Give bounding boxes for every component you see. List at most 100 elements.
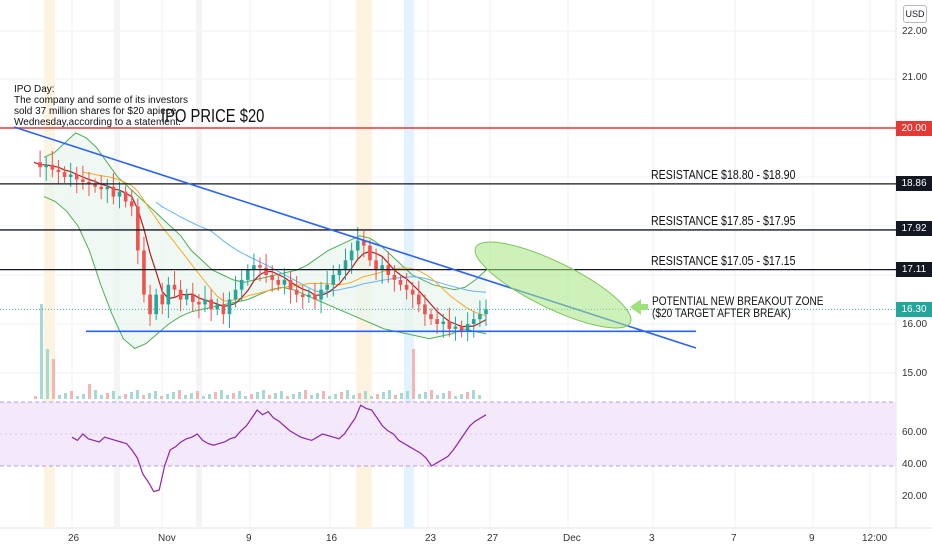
candle-body xyxy=(435,319,439,324)
resistance-price-tag-2: 17.92 xyxy=(896,221,932,236)
candle-body xyxy=(392,275,397,280)
candle-body xyxy=(423,304,427,315)
candle-body xyxy=(172,284,177,290)
time-tick: 9 xyxy=(809,533,815,544)
candle-body xyxy=(81,179,85,182)
candle-body xyxy=(362,240,366,246)
candle-body xyxy=(478,314,482,320)
volume-bar xyxy=(46,349,49,399)
candle-body xyxy=(117,191,122,197)
volume-bar xyxy=(388,390,391,399)
volume-bar xyxy=(382,392,385,399)
candle-body xyxy=(374,260,378,271)
volume-bar xyxy=(154,391,157,399)
breakout-arrow-icon xyxy=(630,299,648,315)
candle-body xyxy=(325,284,329,290)
candle-body xyxy=(331,275,336,285)
candle-body xyxy=(62,172,67,177)
volume-bar xyxy=(202,396,205,399)
candle-body xyxy=(484,309,488,315)
candle-body xyxy=(56,169,61,173)
volume-bar xyxy=(352,395,355,399)
candle-body xyxy=(68,174,73,177)
volume-bar xyxy=(94,390,97,399)
candle-body xyxy=(441,321,446,324)
bollinger-lower-line xyxy=(43,196,487,350)
time-tick: 27 xyxy=(487,533,499,544)
volume-bar xyxy=(250,394,253,399)
volume-bar xyxy=(472,390,475,399)
volume-bar xyxy=(334,394,337,399)
volume-bar xyxy=(412,349,415,399)
time-tick: 7 xyxy=(731,533,737,544)
volume-bar xyxy=(100,395,103,399)
volume-bar xyxy=(328,396,331,399)
price-tick: 16.00 xyxy=(902,319,928,330)
candle-body xyxy=(197,301,201,305)
volume-bars xyxy=(34,304,481,399)
volume-bar xyxy=(148,393,151,399)
volume-bar xyxy=(76,396,79,399)
candle-body xyxy=(93,184,97,187)
candle-body xyxy=(459,326,464,332)
candle-body xyxy=(453,326,458,329)
volume-bar xyxy=(376,394,379,399)
candle-body xyxy=(264,267,268,275)
volume-bar xyxy=(442,393,445,399)
volume-bar xyxy=(364,391,367,399)
volume-bar xyxy=(208,394,211,399)
candle-body xyxy=(38,162,42,168)
volume-bar xyxy=(424,392,427,399)
time-tick: Dec xyxy=(563,533,581,544)
candle-body xyxy=(471,319,476,324)
candle-body xyxy=(282,279,287,285)
candle-body xyxy=(87,181,91,185)
candle-body xyxy=(142,250,146,295)
volume-bar xyxy=(106,393,109,399)
volume-bar xyxy=(448,391,451,399)
candle-body xyxy=(44,164,49,168)
volume-bar xyxy=(454,396,457,399)
ipo-price-label: IPO PRICE $20 xyxy=(161,106,265,126)
candle-body xyxy=(398,279,403,285)
breakout-line-2: ($20 TARGET AFTER BREAK) xyxy=(652,308,791,320)
volume-bar xyxy=(292,394,295,399)
candle-body xyxy=(349,250,354,261)
volume-bar xyxy=(310,395,313,399)
candle-body xyxy=(184,294,189,300)
candle-body xyxy=(313,294,317,300)
volume-bar xyxy=(238,391,241,399)
candle-body xyxy=(319,289,323,300)
resistance-label-2: RESISTANCE $17.85 - $17.95 xyxy=(651,214,796,228)
time-tick: 16 xyxy=(326,533,338,544)
breakout-zone-label: POTENTIAL NEW BREAKOUT ZONE ($20 TARGET … xyxy=(652,296,824,320)
candle-body xyxy=(245,270,250,280)
volume-bar xyxy=(118,396,121,399)
rsi-tick: 60.00 xyxy=(902,427,928,438)
time-tick: 12:00 xyxy=(862,533,888,544)
candle-body xyxy=(160,294,165,305)
candle-body xyxy=(307,294,311,298)
candle-body xyxy=(258,265,262,268)
currency-selector[interactable]: USD xyxy=(903,5,927,23)
candle-body xyxy=(191,294,195,302)
candlesticks xyxy=(38,150,488,342)
candle-body xyxy=(215,304,220,310)
volume-bar xyxy=(142,395,145,399)
candle-body xyxy=(300,294,305,298)
volume-bar xyxy=(124,394,127,399)
rsi-line xyxy=(71,404,487,493)
ipo-note-line: sold 37 million shares for $20 apiece xyxy=(14,106,177,117)
volume-bar xyxy=(160,396,163,399)
candle-body xyxy=(337,270,342,275)
candle-body xyxy=(166,284,171,305)
volume-bar xyxy=(358,393,361,399)
candle-body xyxy=(270,275,275,280)
resistance-label-3: RESISTANCE $17.05 - $17.15 xyxy=(651,254,796,268)
candle-body xyxy=(429,314,433,320)
candle-body xyxy=(410,289,415,295)
candle-body xyxy=(380,265,384,271)
volume-bar xyxy=(136,390,139,399)
candle-body xyxy=(148,294,152,315)
